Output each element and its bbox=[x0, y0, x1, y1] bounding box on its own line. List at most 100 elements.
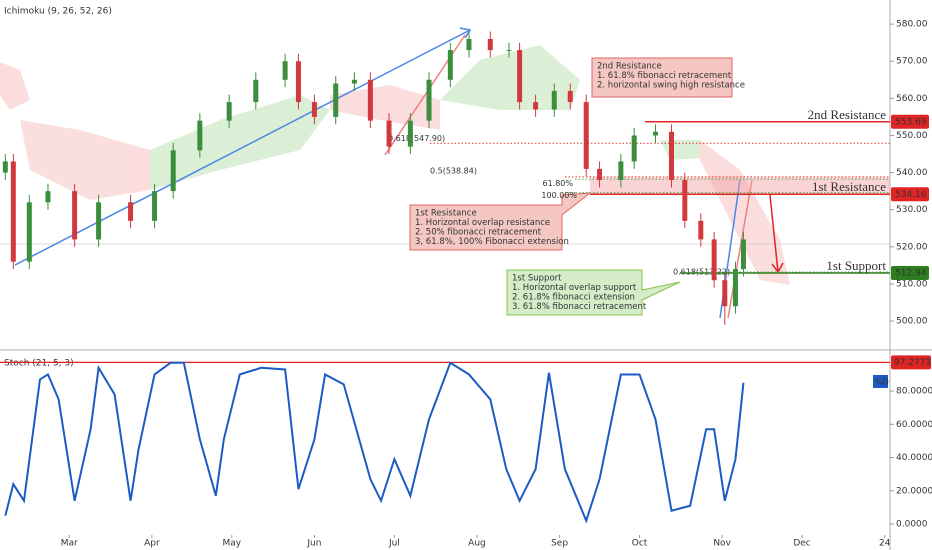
x-tick-label: Nov bbox=[713, 539, 731, 549]
fib-label: 0.618(547.90) bbox=[388, 134, 445, 143]
candle-body bbox=[631, 135, 637, 162]
callout-box bbox=[591, 57, 733, 98]
y-tick-label: 0.0000 bbox=[896, 520, 928, 530]
cloud bbox=[700, 140, 790, 285]
candle-body bbox=[282, 61, 288, 80]
x-tick-label: 24 bbox=[879, 539, 891, 549]
price-tag-label: 534.16 bbox=[895, 190, 927, 200]
candle-body bbox=[351, 79, 357, 84]
y-tick-label: 40.0000 bbox=[896, 453, 932, 463]
y-tick-label: 530.00 bbox=[896, 205, 928, 215]
resistance-zone bbox=[590, 176, 890, 195]
candle-body bbox=[367, 79, 373, 121]
candle-body bbox=[386, 120, 392, 147]
y-tick-label: 520.00 bbox=[896, 242, 928, 252]
candle-body bbox=[466, 38, 472, 51]
candle-body bbox=[447, 50, 453, 80]
price-tag-label: 97.2773 bbox=[894, 358, 931, 368]
callout-text: 3. 61.8% fibonacci retracement bbox=[512, 302, 647, 312]
callout-text: 1st Resistance bbox=[415, 209, 477, 219]
candle-body bbox=[618, 161, 624, 181]
callout-text: 3, 61.8%, 100% Fibonacci extension bbox=[415, 237, 569, 247]
candle-body bbox=[45, 191, 51, 203]
candle-body bbox=[711, 239, 717, 281]
candle-body bbox=[128, 202, 134, 221]
legend-tag bbox=[873, 375, 888, 388]
candle-body bbox=[295, 61, 301, 103]
arrow-head bbox=[459, 27, 472, 39]
y-tick-label: 20.0000 bbox=[896, 486, 932, 496]
y-tick-label: 550.00 bbox=[896, 131, 928, 141]
candle-body bbox=[333, 83, 339, 117]
x-tick-label: Aug bbox=[468, 539, 486, 549]
candle-body bbox=[152, 191, 158, 221]
candle-body bbox=[668, 131, 674, 181]
price-tag bbox=[891, 266, 929, 281]
candle-body bbox=[2, 161, 8, 173]
candle-body bbox=[226, 102, 232, 121]
candle-body bbox=[170, 150, 176, 192]
candle-body bbox=[517, 50, 523, 103]
cloud bbox=[330, 85, 440, 130]
y-tick-label: 580.00 bbox=[896, 20, 928, 30]
candle-body bbox=[253, 79, 259, 103]
price-tag bbox=[891, 355, 931, 370]
price-tag bbox=[891, 114, 929, 129]
callout-text: 2nd Resistance bbox=[597, 62, 662, 72]
candle-body bbox=[426, 79, 432, 121]
callout-text: 1st Support bbox=[512, 274, 562, 284]
candle-body bbox=[197, 120, 203, 151]
cloud bbox=[20, 120, 150, 200]
cloud bbox=[440, 45, 580, 110]
x-tick-label: May bbox=[223, 539, 242, 549]
candle-body bbox=[682, 180, 688, 221]
callout-text: 2. 61.8% fibonacci extension bbox=[512, 293, 635, 303]
callout-box bbox=[409, 192, 592, 251]
candle-body bbox=[96, 202, 102, 240]
candle-body bbox=[487, 38, 493, 51]
callout-text: 2. horizontal swing high resistance bbox=[597, 81, 745, 91]
y-tick-label: 60.0000 bbox=[896, 420, 932, 430]
projection-arrow bbox=[769, 194, 779, 273]
indicator-label: Ichimoku (9, 26, 52, 26) bbox=[4, 7, 112, 17]
cloud bbox=[0, 62, 30, 110]
level-name: 1st Support bbox=[826, 258, 886, 273]
y-tick-label: 80.0000 bbox=[896, 387, 932, 397]
fib-label: 100.00% bbox=[541, 191, 577, 200]
candle-body bbox=[311, 102, 317, 117]
y-tick-label: 560.00 bbox=[896, 94, 928, 104]
x-tick-label: Jul bbox=[388, 539, 400, 549]
callout-text: 1. Horizontal overlap resistance bbox=[415, 218, 550, 228]
y-tick-label: 540.00 bbox=[896, 168, 928, 178]
y-tick-label: 570.00 bbox=[896, 57, 928, 67]
callout-text: 1. Horizontal overlap support bbox=[512, 283, 637, 293]
price-tag bbox=[891, 187, 929, 202]
stoch-line bbox=[4, 361, 745, 524]
x-tick-label: Mar bbox=[61, 539, 78, 549]
indicator-label: Stoch (21, 5, 3) bbox=[4, 359, 74, 369]
candle-body bbox=[407, 120, 413, 147]
candle-body bbox=[26, 202, 32, 262]
legend-label: %D bbox=[875, 378, 889, 387]
fib-label: 0.618(513.22) bbox=[673, 267, 730, 276]
candle-body bbox=[533, 102, 539, 110]
projection-arrow bbox=[727, 179, 753, 319]
candle-body bbox=[698, 220, 704, 240]
x-tick-label: Oct bbox=[632, 539, 648, 549]
callout-text: 2. 50% fibonacci retracement bbox=[415, 228, 542, 238]
candle-body bbox=[567, 90, 573, 103]
candle-body bbox=[722, 280, 728, 307]
ichimoku-cloud bbox=[0, 45, 790, 285]
candle-body bbox=[732, 269, 738, 307]
cloud bbox=[150, 95, 330, 190]
candle-body bbox=[10, 161, 16, 262]
y-tick-label: 500.00 bbox=[896, 317, 928, 327]
x-tick-label: Jun bbox=[306, 539, 321, 549]
candle-body bbox=[653, 131, 659, 136]
level-name: 2nd Resistance bbox=[808, 107, 887, 122]
candle-body bbox=[72, 191, 78, 240]
x-tick-label: Apr bbox=[144, 539, 160, 549]
level-name: 1st Resistance bbox=[812, 179, 886, 194]
